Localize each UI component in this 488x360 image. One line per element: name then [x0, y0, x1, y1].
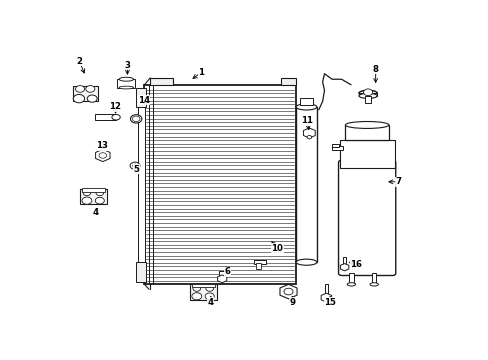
Bar — [331, 146, 343, 150]
Bar — [348, 273, 353, 284]
Text: 15: 15 — [324, 298, 335, 307]
Ellipse shape — [369, 283, 378, 286]
Bar — [324, 284, 327, 296]
Circle shape — [96, 190, 103, 195]
Circle shape — [306, 135, 311, 139]
Text: 9: 9 — [289, 298, 295, 307]
Circle shape — [193, 286, 200, 291]
Circle shape — [130, 162, 140, 169]
Bar — [144, 85, 296, 284]
Circle shape — [363, 89, 372, 96]
Bar — [331, 144, 338, 147]
Text: 1: 1 — [198, 68, 204, 77]
Ellipse shape — [119, 77, 133, 81]
Circle shape — [132, 164, 137, 167]
Ellipse shape — [345, 122, 388, 129]
Circle shape — [132, 116, 140, 122]
Bar — [80, 189, 106, 204]
Circle shape — [205, 293, 214, 300]
Bar — [117, 79, 135, 87]
Circle shape — [205, 286, 213, 291]
Circle shape — [82, 197, 92, 204]
Bar — [280, 78, 295, 85]
Text: 12: 12 — [109, 103, 121, 112]
Text: 13: 13 — [96, 141, 108, 150]
Circle shape — [284, 288, 292, 295]
Bar — [300, 98, 312, 105]
Text: 4: 4 — [207, 298, 213, 307]
Bar — [339, 140, 394, 168]
Bar — [150, 78, 173, 85]
Ellipse shape — [358, 90, 376, 96]
Bar — [219, 270, 225, 276]
Text: 16: 16 — [349, 261, 361, 269]
Bar — [345, 125, 388, 140]
Bar — [144, 85, 296, 284]
Text: 10: 10 — [271, 244, 283, 253]
Circle shape — [83, 190, 90, 195]
Ellipse shape — [130, 115, 142, 123]
Circle shape — [85, 86, 95, 92]
Text: 6: 6 — [224, 267, 230, 276]
Bar — [254, 260, 265, 264]
Ellipse shape — [358, 93, 376, 98]
Bar — [73, 86, 98, 102]
Ellipse shape — [112, 114, 120, 120]
Text: 7: 7 — [394, 177, 401, 186]
Circle shape — [99, 153, 106, 158]
Circle shape — [191, 293, 202, 300]
Bar — [138, 107, 145, 262]
Ellipse shape — [296, 259, 316, 265]
Bar — [191, 284, 214, 287]
Bar — [82, 188, 104, 192]
Circle shape — [95, 197, 104, 204]
Ellipse shape — [119, 86, 133, 89]
Circle shape — [75, 86, 84, 92]
Ellipse shape — [346, 283, 355, 286]
Bar — [358, 93, 376, 96]
Ellipse shape — [296, 104, 316, 110]
Text: 14: 14 — [138, 95, 149, 104]
Text: 8: 8 — [372, 65, 378, 74]
Circle shape — [87, 95, 97, 102]
Bar — [136, 262, 145, 282]
Bar — [343, 257, 346, 266]
Text: 11: 11 — [301, 116, 313, 125]
Bar — [296, 107, 316, 262]
Text: 2: 2 — [76, 57, 82, 66]
Text: 5: 5 — [133, 165, 139, 174]
Text: 3: 3 — [124, 61, 130, 70]
Text: 4: 4 — [92, 208, 98, 217]
FancyBboxPatch shape — [338, 160, 395, 275]
Bar — [189, 284, 216, 300]
Bar — [371, 273, 376, 284]
Bar — [95, 114, 116, 120]
Circle shape — [73, 94, 84, 103]
Bar — [256, 263, 260, 269]
Bar — [365, 96, 370, 103]
Bar — [136, 87, 145, 107]
